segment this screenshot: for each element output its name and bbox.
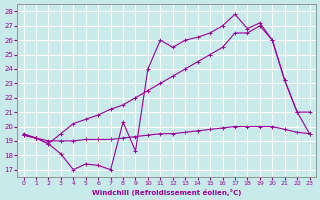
X-axis label: Windchill (Refroidissement éolien,°C): Windchill (Refroidissement éolien,°C) xyxy=(92,189,241,196)
